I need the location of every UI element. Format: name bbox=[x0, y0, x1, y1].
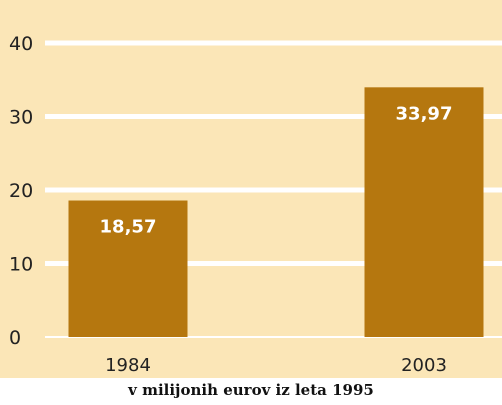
y-tick-label-10: 10 bbox=[9, 254, 33, 276]
y-tick-label-0: 0 bbox=[9, 327, 21, 349]
bar-2003 bbox=[364, 87, 484, 338]
x-axis-caption: v milijonih eurov iz leta 1995 bbox=[128, 381, 374, 399]
bar-1984 bbox=[68, 200, 188, 337]
x-tick-label-1984: 1984 bbox=[105, 355, 151, 376]
y-tick-label-30: 30 bbox=[9, 107, 33, 129]
y-tick-label-40: 40 bbox=[9, 33, 33, 55]
y-tick-label-20: 20 bbox=[9, 180, 33, 202]
data-label-2003: 33,97 bbox=[396, 103, 453, 124]
x-tick-label-2003: 2003 bbox=[401, 355, 447, 376]
chart-svg: 0 10 20 30 40 18,57 1984 33,97 2003 bbox=[9, 33, 502, 376]
data-label-1984: 18,57 bbox=[100, 217, 157, 238]
